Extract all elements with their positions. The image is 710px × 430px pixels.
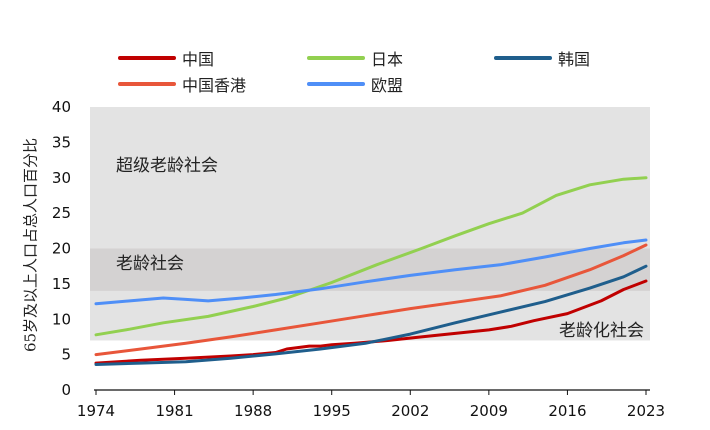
x-tick-label-2023: 2023 xyxy=(627,402,665,420)
legend-label-japan: 日本 xyxy=(371,50,404,69)
legend-label-korea: 韩国 xyxy=(558,50,591,69)
x-tick-label-1981: 1981 xyxy=(155,402,193,420)
legend-swatch-japan xyxy=(307,56,365,60)
y-tick-label-10: 10 xyxy=(52,310,71,328)
x-tick-label-2009: 2009 xyxy=(470,402,508,420)
legend-item-eu: 欧盟 xyxy=(307,72,403,96)
y-tick-label-20: 20 xyxy=(52,240,71,258)
legend-item-japan: 日本 xyxy=(307,46,403,70)
y-tick-label-15: 15 xyxy=(52,275,71,293)
y-tick-label-25: 25 xyxy=(52,204,71,222)
y-tick-label-40: 40 xyxy=(52,98,71,116)
y-axis-label: 65岁及以上人口占总人口百分比 xyxy=(21,137,40,353)
legend-swatch-korea xyxy=(494,56,552,60)
y-tick-label-30: 30 xyxy=(52,169,71,187)
y-tick-label-35: 35 xyxy=(52,133,71,151)
legend-swatch-hongkong xyxy=(118,82,176,86)
series-line-korea xyxy=(94,264,648,366)
series-line-japan xyxy=(94,176,648,337)
band-layer xyxy=(90,107,650,341)
legend-item-hongkong: 中国香港 xyxy=(118,72,246,96)
x-tick-label-1974: 1974 xyxy=(77,402,115,420)
y-tick-label-0: 0 xyxy=(61,381,71,399)
axes-layer: 1974 1981 1988 1995 2002 2009 2016 2023 0 5 10 15 20… xyxy=(52,98,665,420)
band-1 xyxy=(90,107,650,249)
series-line-hongkong xyxy=(94,243,648,357)
x-tick-label-2002: 2002 xyxy=(391,402,429,420)
series-line-eu xyxy=(94,238,648,306)
legend-item-china: 中国 xyxy=(118,46,214,70)
x-tick-label-1988: 1988 xyxy=(234,402,272,420)
x-tick-label-1995: 1995 xyxy=(313,402,351,420)
band-label-1: 超级老龄社会 xyxy=(116,156,218,176)
x-tick-label-2016: 2016 xyxy=(548,402,586,420)
legend-label-eu: 欧盟 xyxy=(371,76,404,95)
legend-item-korea: 韩国 xyxy=(494,46,590,70)
legend-label-hongkong: 中国香港 xyxy=(182,76,247,95)
legend-swatch-eu xyxy=(307,82,365,86)
legend-swatch-china xyxy=(118,56,176,60)
band-label-3: 老龄化社会 xyxy=(559,321,644,341)
y-tick-label-5: 5 xyxy=(61,346,71,364)
series-layer xyxy=(94,176,648,366)
band-label-2: 老龄社会 xyxy=(116,254,184,274)
legend-label-china: 中国 xyxy=(182,50,215,69)
